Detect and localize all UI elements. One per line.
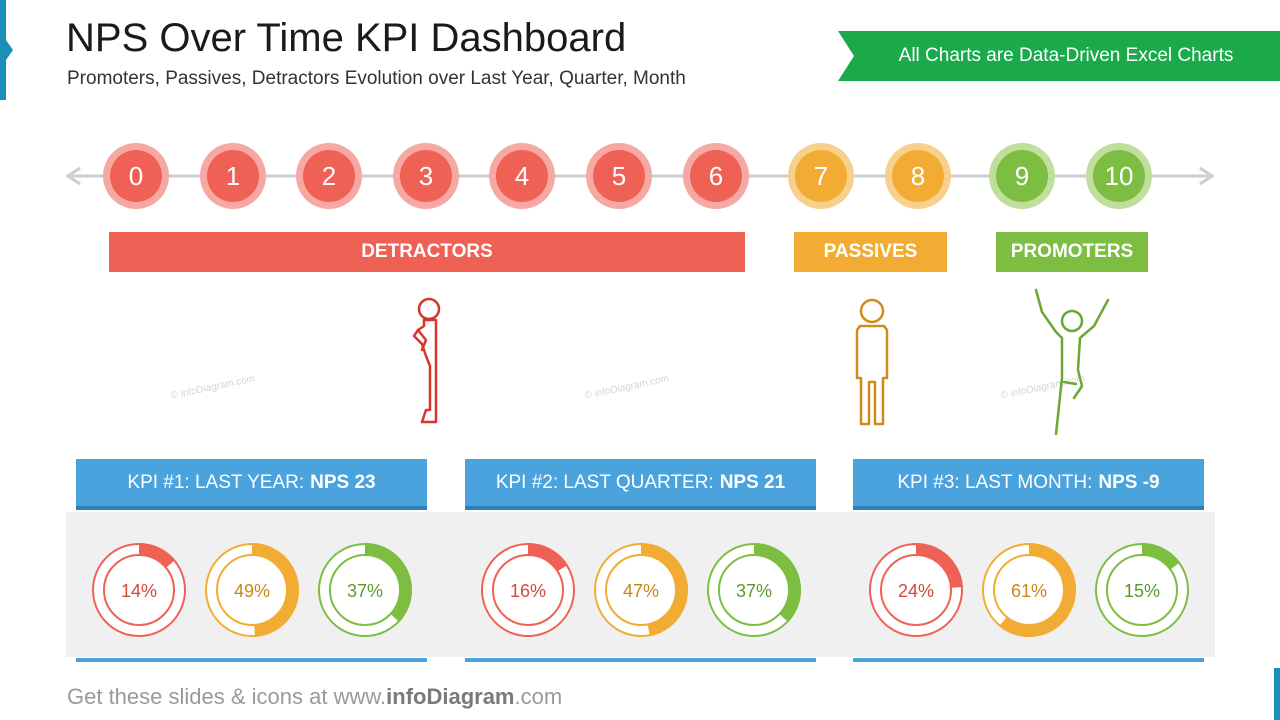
kpi-2-underline [465,658,816,662]
donut-filled-arc [999,543,1076,637]
donut-filled-arc [252,543,299,637]
donut-percent-label: 37% [347,581,383,601]
scale-number-0: 0 [103,143,169,209]
kpi-1-detractors-donut: 14% [92,543,186,637]
watermark: © infoDiagram.com [169,373,256,402]
kpi-1-promoters-donut: 37% [318,543,412,637]
scale-number-3: 3 [393,143,459,209]
donut-filled-arc [916,543,963,588]
detractors-category-bar: DETRACTORS [109,232,745,272]
donut-percent-label: 15% [1124,581,1160,601]
kpi-1-nps: NPS 23 [310,471,376,493]
kpi-3-promoters-donut: 15% [1095,543,1189,637]
scale-number-label: 3 [419,161,433,191]
banner-shape [838,31,1280,81]
kpi-1-header: KPI #1: LAST YEAR: NPS 23 [76,459,427,510]
scale-number-label: 1 [226,161,240,191]
footer-promo: Get these slides & icons at www.infoDiag… [67,684,562,710]
donut-percent-label: 24% [898,581,934,601]
kpi-3-label: KPI #3: LAST MONTH: [897,471,1093,493]
kpi-3-underline [853,658,1204,662]
scale-number-label: 6 [709,161,723,191]
right-accent-bar [1274,668,1280,720]
nps-scale: 0 1 2 3 4 5 6 7 8 9 10 [65,143,1215,209]
kpi-2-nps: NPS 21 [719,471,786,493]
scale-number-2: 2 [296,143,362,209]
donut-percent-label: 37% [736,581,772,601]
kpi-3-detractors-donut: 24% [869,543,963,637]
donut-filled-arc [641,543,688,637]
kpi-2-detractors-donut: 16% [481,543,575,637]
kpi-1-passives-donut: 49% [205,543,299,637]
footer-prefix: Get these slides & icons at www. [67,684,387,709]
scale-right-arrow-icon [1199,166,1215,186]
footer-suffix: .com [514,684,563,709]
kpi-3-passives-donut: 61% [982,543,1076,637]
scale-number-label: 5 [612,161,626,191]
donut-percent-label: 14% [121,581,157,601]
scale-number-5: 5 [586,143,652,209]
scale-number-4: 4 [489,143,555,209]
scale-number-10: 10 [1086,143,1152,209]
donut-filled-arc [365,543,412,623]
kpi-2-passives-donut: 47% [594,543,688,637]
kpi-1-underline [76,658,427,662]
scale-number-label: 9 [1015,161,1029,191]
promoters-category-bar: PROMOTERS [996,232,1148,272]
data-driven-banner: All Charts are Data-Driven Excel Charts [838,31,1280,81]
kpi-3-nps: NPS -9 [1098,471,1160,493]
banner-text: All Charts are Data-Driven Excel Charts [898,45,1234,66]
page-title: NPS Over Time KPI Dashboard [66,16,627,60]
scale-number-1: 1 [200,143,266,209]
donut-percent-label: 47% [623,581,659,601]
neutral-person-icon [855,298,889,426]
donut-filled-arc [1142,543,1181,570]
donut-percent-label: 61% [1011,581,1047,601]
scale-number-label: 8 [911,161,925,191]
donut-filled-arc [528,543,568,572]
passives-category-bar: PASSIVES [794,232,947,272]
kpi-2-header: KPI #2: LAST QUARTER: NPS 21 [465,459,816,510]
scale-number-9: 9 [989,143,1055,209]
donut-filled-arc [754,543,801,623]
scale-number-label: 4 [515,161,529,191]
kpi-2-promoters-donut: 37% [707,543,801,637]
scale-number-7: 7 [788,143,854,209]
donut-percent-label: 49% [234,581,270,601]
donut-filled-arc [139,543,176,568]
footer-brand: infoDiagram [386,684,515,709]
scale-left-arrow-icon [65,166,81,186]
scale-number-label: 2 [322,161,336,191]
sad-person-icon [412,297,441,424]
kpi-3-header: KPI #3: LAST MONTH: NPS -9 [853,459,1204,510]
left-accent-arrow [6,40,13,60]
watermark: © infoDiagram.com [583,373,670,402]
scale-number-8: 8 [885,143,951,209]
scale-number-6: 6 [683,143,749,209]
kpi-2-label: KPI #2: LAST QUARTER: [495,471,714,493]
page-subtitle: Promoters, Passives, Detractors Evolutio… [67,68,686,89]
scale-number-label: 0 [129,161,143,191]
left-accent-bar [0,0,6,100]
scale-number-label: 7 [814,161,828,191]
scale-number-label: 10 [1105,161,1134,191]
kpi-1-label: KPI #1: LAST YEAR: [127,471,305,493]
donut-percent-label: 16% [510,581,546,601]
happy-person-icon [1034,288,1110,436]
